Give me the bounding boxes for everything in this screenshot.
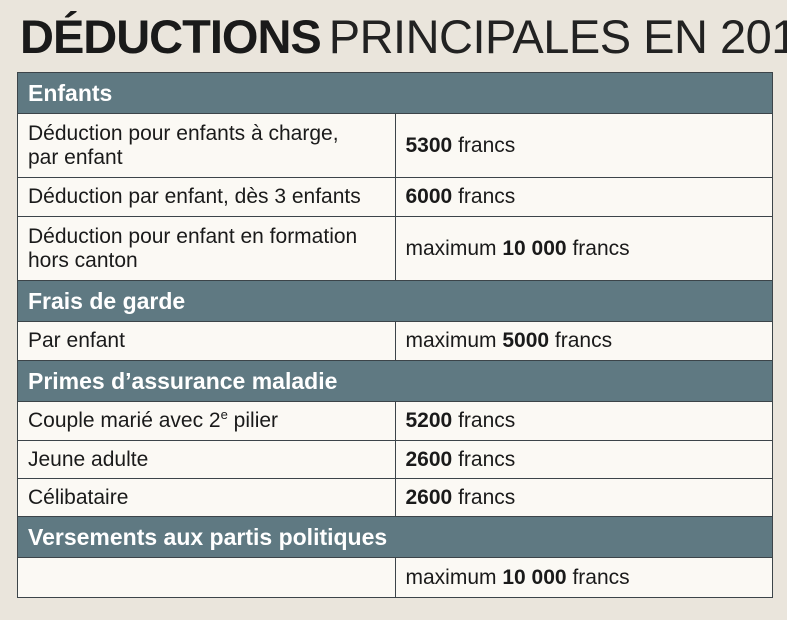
unit: francs — [572, 565, 630, 589]
unit: francs — [458, 409, 516, 432]
unit: francs — [458, 485, 516, 509]
row-label-part1: Couple marié avec 2 — [28, 409, 221, 432]
table-row: Jeune adulte 2600 francs — [17, 440, 773, 479]
unit: francs — [554, 329, 613, 352]
row-value: 2600 francs — [394, 478, 773, 517]
prefix: maximum — [405, 329, 497, 352]
title-bold: DÉDUCTIONS — [20, 10, 322, 63]
row-value: maximum 5000 francs — [394, 321, 773, 361]
section-heading: Frais de garde — [17, 280, 773, 322]
row-label: Déduction pour enfant en formation hors c… — [17, 216, 396, 281]
row-label: Déduction par enfant, dès 3 enfants — [17, 177, 396, 217]
unit: francs — [458, 133, 516, 157]
row-label: Couple marié avec 2e pilier — [17, 401, 396, 441]
amount: 5000 — [502, 329, 550, 352]
amount: 2600 — [405, 485, 453, 509]
section-heading: Versements aux partis politiques — [17, 516, 773, 558]
table-row: maximum 10 000 francs — [17, 557, 773, 598]
section-header-primes: Primes d’assurance maladie — [17, 360, 773, 402]
row-label: Par enfant — [17, 321, 396, 361]
prefix: maximum — [405, 236, 497, 260]
amount: 10 000 — [502, 565, 567, 589]
amount: 2600 — [405, 447, 453, 471]
amount: 5200 — [405, 409, 453, 432]
row-label — [17, 557, 396, 598]
row-value: 5200 francs — [394, 401, 773, 441]
row-label-line2: hors canton — [28, 248, 138, 272]
table-row: Déduction par enfant, dès 3 enfants 6000… — [17, 177, 773, 217]
section-header-versements: Versements aux partis politiques — [17, 516, 773, 558]
unit: francs — [458, 185, 516, 208]
amount: 5300 — [405, 133, 453, 157]
row-value: maximum 10 000 francs — [394, 557, 773, 598]
row-label: Célibataire — [17, 478, 396, 517]
table-row: Déduction pour enfants à charge, par enfa… — [17, 113, 773, 178]
unit: francs — [572, 236, 630, 260]
row-value: maximum 10 000 francs — [394, 216, 773, 281]
amount: 6000 — [405, 185, 453, 208]
row-label-line1: Déduction pour enfant en formation — [28, 224, 358, 248]
row-label-superscript: e — [220, 407, 228, 422]
section-heading: Primes d’assurance maladie — [17, 360, 773, 402]
section-header-enfants: Enfants — [17, 72, 773, 114]
prefix: maximum — [405, 565, 497, 589]
row-label: Déduction pour enfants à charge, par enfa… — [17, 113, 396, 178]
row-label-line2: par enfant — [28, 145, 123, 169]
table-row: Célibataire 2600 francs — [17, 478, 773, 517]
title-light: PRINCIPALES EN 2019 — [328, 10, 787, 63]
row-label: Jeune adulte — [17, 440, 396, 479]
deductions-table: Enfants Déduction pour enfants à charge,… — [17, 72, 773, 598]
row-value: 2600 francs — [394, 440, 773, 479]
section-header-frais-garde: Frais de garde — [17, 280, 773, 322]
row-value: 5300 francs — [394, 113, 773, 178]
row-value: 6000 francs — [394, 177, 773, 217]
table-row: Couple marié avec 2e pilier 5200 francs — [17, 401, 773, 441]
unit: francs — [458, 447, 516, 471]
section-heading: Enfants — [17, 72, 773, 114]
row-label-line1: Déduction pour enfants à charge, — [28, 121, 339, 145]
table-row: Déduction pour enfant en formation hors c… — [17, 216, 773, 281]
row-label-part2: pilier — [227, 409, 279, 432]
page-title: DÉDUCTIONS PRINCIPALES EN 2019 — [20, 6, 787, 68]
table-row: Par enfant maximum 5000 francs — [17, 321, 773, 361]
amount: 10 000 — [502, 236, 567, 260]
